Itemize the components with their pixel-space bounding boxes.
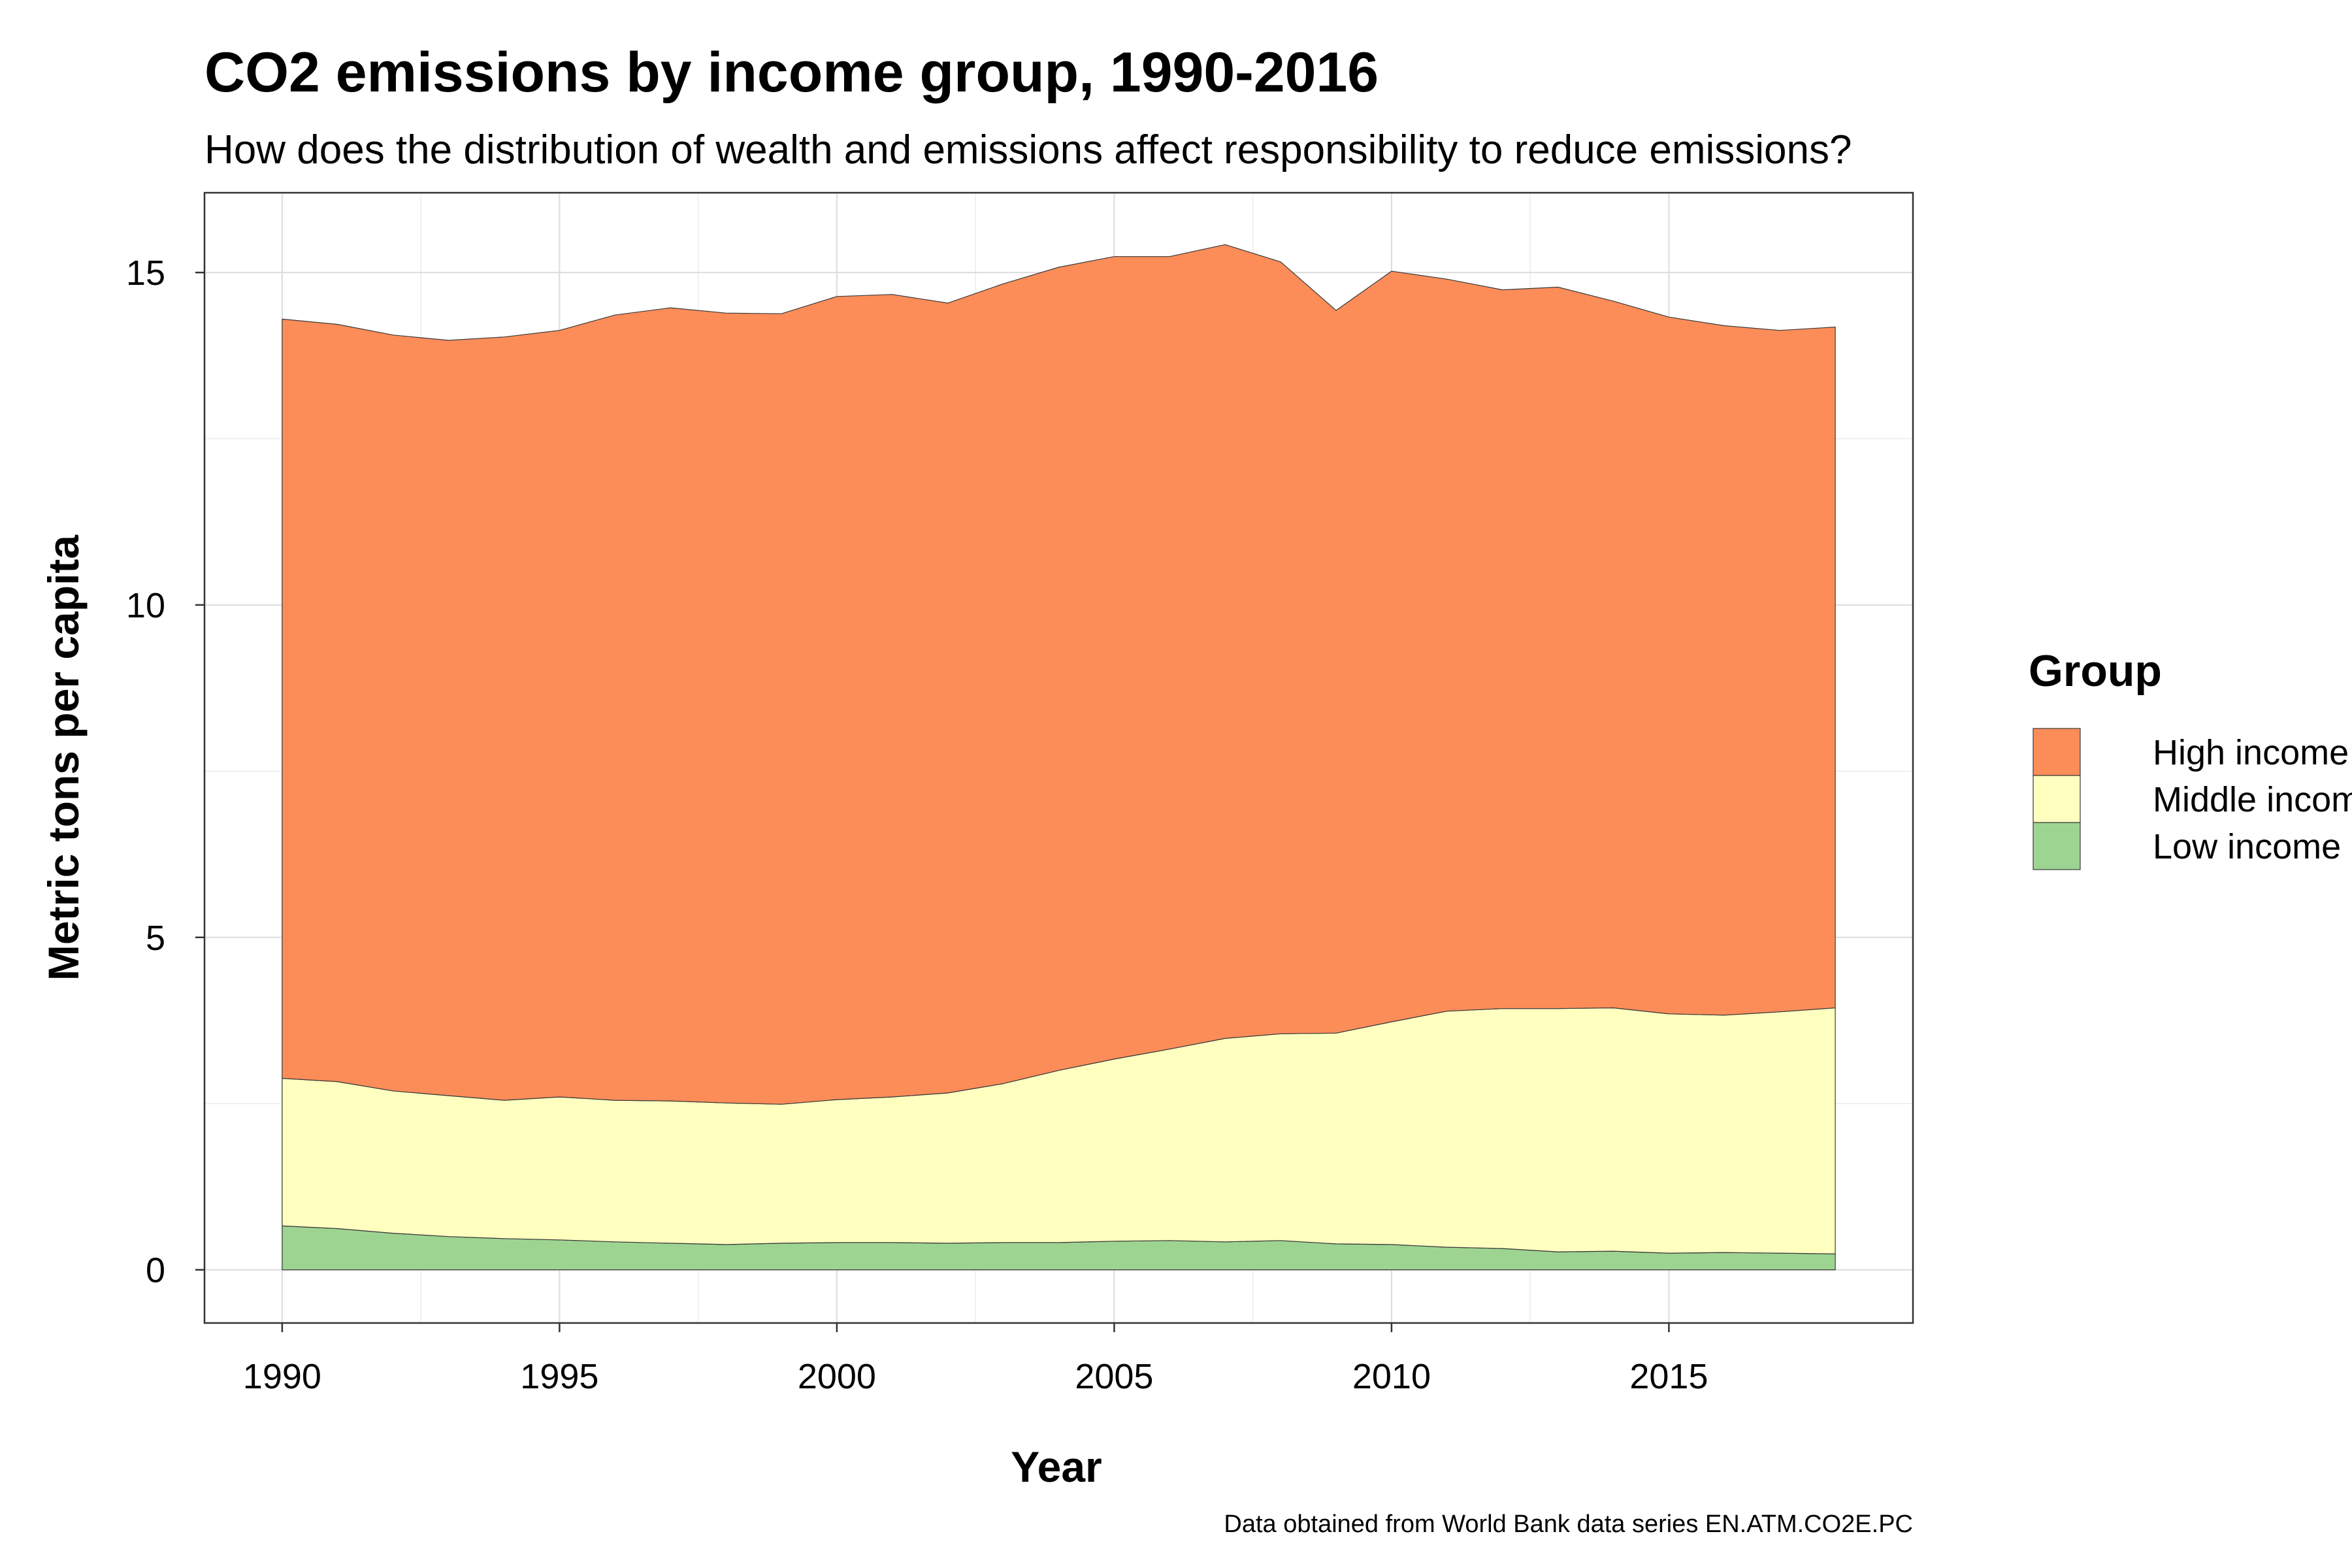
plot-panel (203, 191, 1914, 1324)
stacked-areas (282, 244, 1836, 1271)
y-tick-label: 10 (126, 586, 165, 625)
x-axis-title: Year (1011, 1443, 1102, 1491)
legend-items: High income Middle income Low income (2033, 728, 2352, 870)
x-tick-label: 2015 (1629, 1357, 1708, 1396)
area-high-income (282, 244, 1836, 1105)
legend-title: Group (2029, 646, 2162, 696)
x-axis-ticks: 1990 1995 2000 2005 2010 2015 (243, 1323, 1708, 1396)
y-axis-ticks: 0 5 10 15 (126, 253, 204, 1290)
legend-swatch-high-income (2033, 728, 2081, 776)
chart-caption: Data obtained from World Bank data serie… (1224, 1511, 1913, 1538)
y-axis-title: Metric tons per capita (39, 534, 88, 981)
x-tick-label: 2010 (1352, 1357, 1431, 1396)
chart-subtitle: How does the distribution of wealth and … (204, 127, 1852, 172)
y-tick-label: 5 (146, 919, 165, 958)
y-tick-label: 15 (126, 253, 165, 293)
legend: Group High income Middle income Low income (2029, 646, 2352, 870)
chart-title: CO2 emissions by income group, 1990-2016 (204, 41, 1379, 104)
x-tick-label: 1990 (243, 1357, 321, 1396)
legend-label-middle-income: Middle income (2153, 780, 2352, 819)
x-tick-label: 2000 (798, 1357, 876, 1396)
y-tick-label: 0 (146, 1251, 165, 1290)
legend-swatch-low-income (2033, 822, 2081, 870)
x-tick-label: 2005 (1075, 1357, 1153, 1396)
x-tick-label: 1995 (520, 1357, 598, 1396)
legend-label-high-income: High income (2153, 733, 2349, 772)
panel-border (203, 191, 1914, 1324)
legend-swatch-middle-income (2033, 775, 2081, 823)
legend-label-low-income: Low income (2153, 827, 2341, 866)
